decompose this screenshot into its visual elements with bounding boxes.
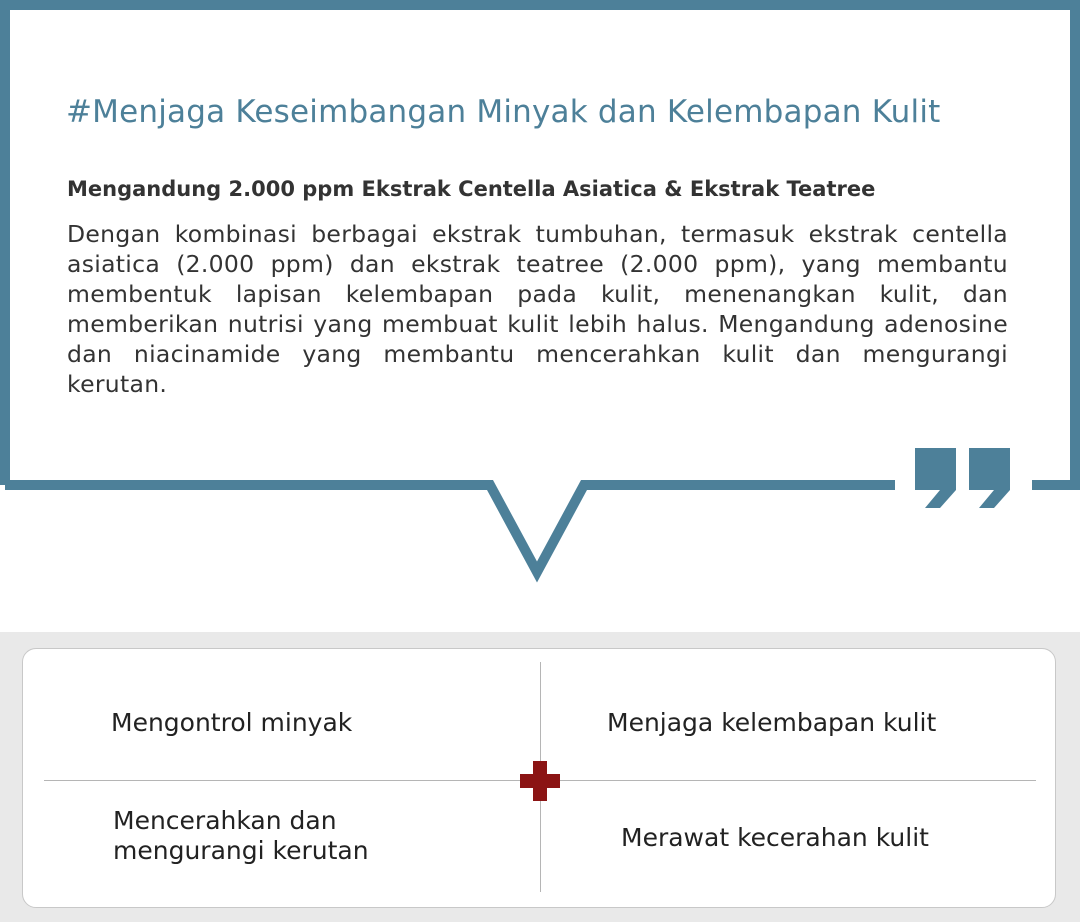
plus-cross-icon (520, 761, 560, 801)
subtitle: Mengandung 2.000 ppm Ekstrak Centella As… (67, 177, 876, 201)
closing-quote-icon (915, 448, 1010, 508)
speech-bubble-frame (0, 0, 1080, 583)
page-title: #Menjaga Keseimbangan Minyak dan Kelemba… (66, 94, 941, 130)
benefit-brighten: Mencerahkan dan mengurangi kerutan (113, 806, 369, 865)
benefit-moisture: Menjaga kelembapan kulit (607, 708, 937, 737)
benefit-oil-control: Mengontrol minyak (111, 708, 353, 737)
description: Dengan kombinasi berbagai ekstrak tumbuh… (67, 220, 1008, 398)
benefit-radiance: Merawat kecerahan kulit (621, 823, 929, 852)
